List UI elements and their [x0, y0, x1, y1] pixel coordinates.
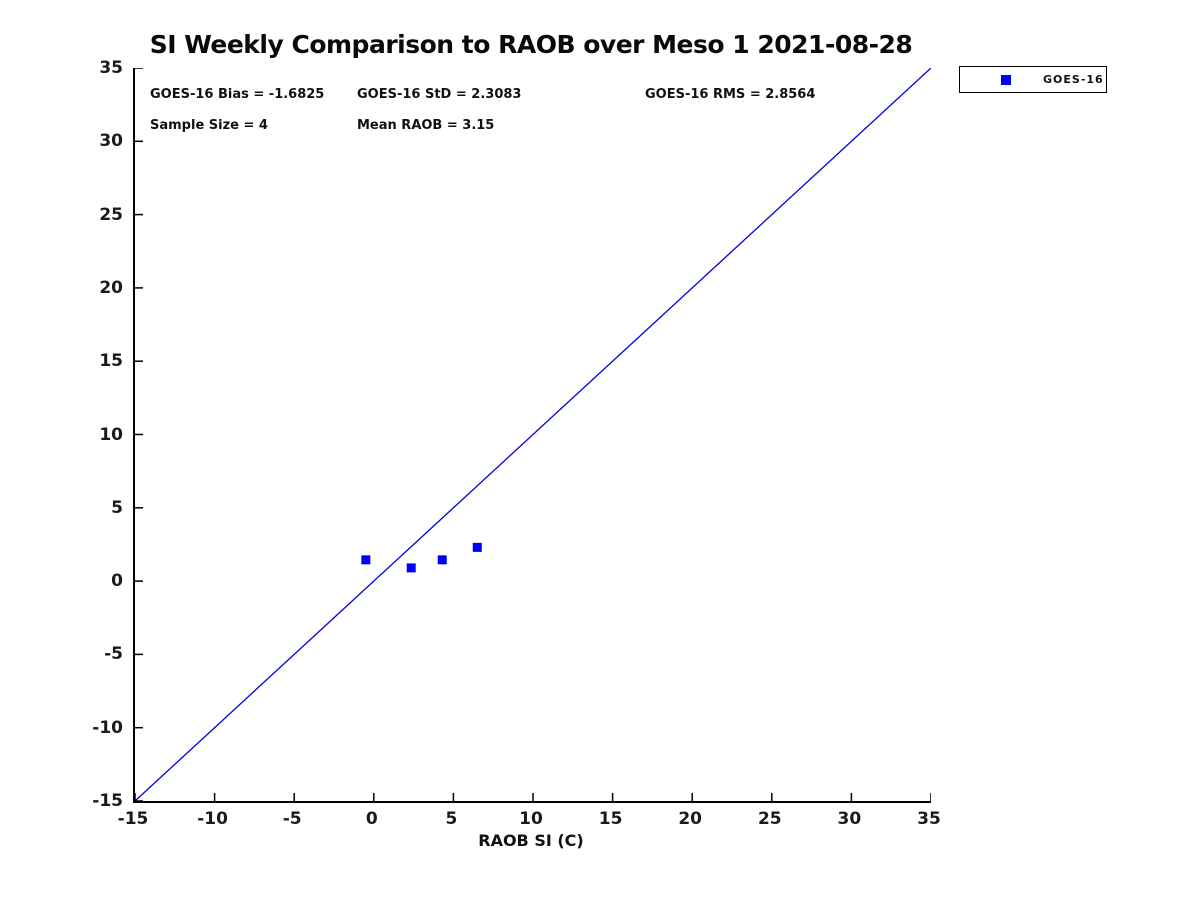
- data-point-marker: [361, 555, 371, 565]
- chart-title: SI Weekly Comparison to RAOB over Meso 1…: [149, 30, 913, 59]
- x-tick-label: 20: [678, 809, 703, 829]
- x-axis-label: RAOB SI (C): [478, 831, 584, 850]
- identity-line: [135, 68, 931, 801]
- y-tick-label: -5: [104, 644, 123, 665]
- x-tick-label: 30: [837, 809, 862, 829]
- plot-svg: [135, 68, 931, 801]
- y-tick-label: 5: [111, 497, 123, 518]
- y-tick-label: -10: [92, 717, 123, 738]
- x-tick-label: -15: [117, 809, 149, 829]
- y-tick-label: -15: [92, 791, 123, 811]
- x-tick-label: -10: [197, 809, 228, 829]
- x-tick-label: 5: [445, 809, 458, 829]
- stat-std: GOES-16 StD = 2.3083: [357, 87, 522, 102]
- y-tick-label: 30: [99, 131, 123, 152]
- y-tick-label: 15: [99, 351, 123, 372]
- legend-label: GOES-16: [1043, 73, 1104, 86]
- legend: GOES-16: [959, 66, 1107, 93]
- x-tick-label: 35: [917, 809, 941, 829]
- y-tick-label: 25: [99, 204, 123, 225]
- data-point-marker: [472, 542, 482, 552]
- stat-rms: GOES-16 RMS = 2.8564: [645, 87, 816, 102]
- x-tick-label: 25: [757, 809, 782, 829]
- y-tick-label: 0: [111, 571, 123, 592]
- stat-bias: GOES-16 Bias = -1.6825: [150, 87, 325, 102]
- plot-area: [133, 68, 931, 803]
- x-tick-label: 0: [365, 809, 378, 829]
- stat-mean-raob: Mean RAOB = 3.15: [357, 118, 495, 133]
- data-point-marker: [437, 555, 447, 565]
- y-tick-label: 20: [99, 277, 123, 298]
- data-point-marker: [406, 563, 416, 573]
- x-tick-label: 10: [519, 809, 543, 829]
- legend-square-marker-icon: [1001, 74, 1011, 85]
- x-tick-label: 15: [598, 809, 623, 829]
- y-tick-label: 10: [99, 424, 123, 445]
- y-tick-label: 35: [99, 58, 123, 78]
- x-tick-label: -5: [282, 809, 302, 829]
- stat-sample-size: Sample Size = 4: [150, 118, 268, 133]
